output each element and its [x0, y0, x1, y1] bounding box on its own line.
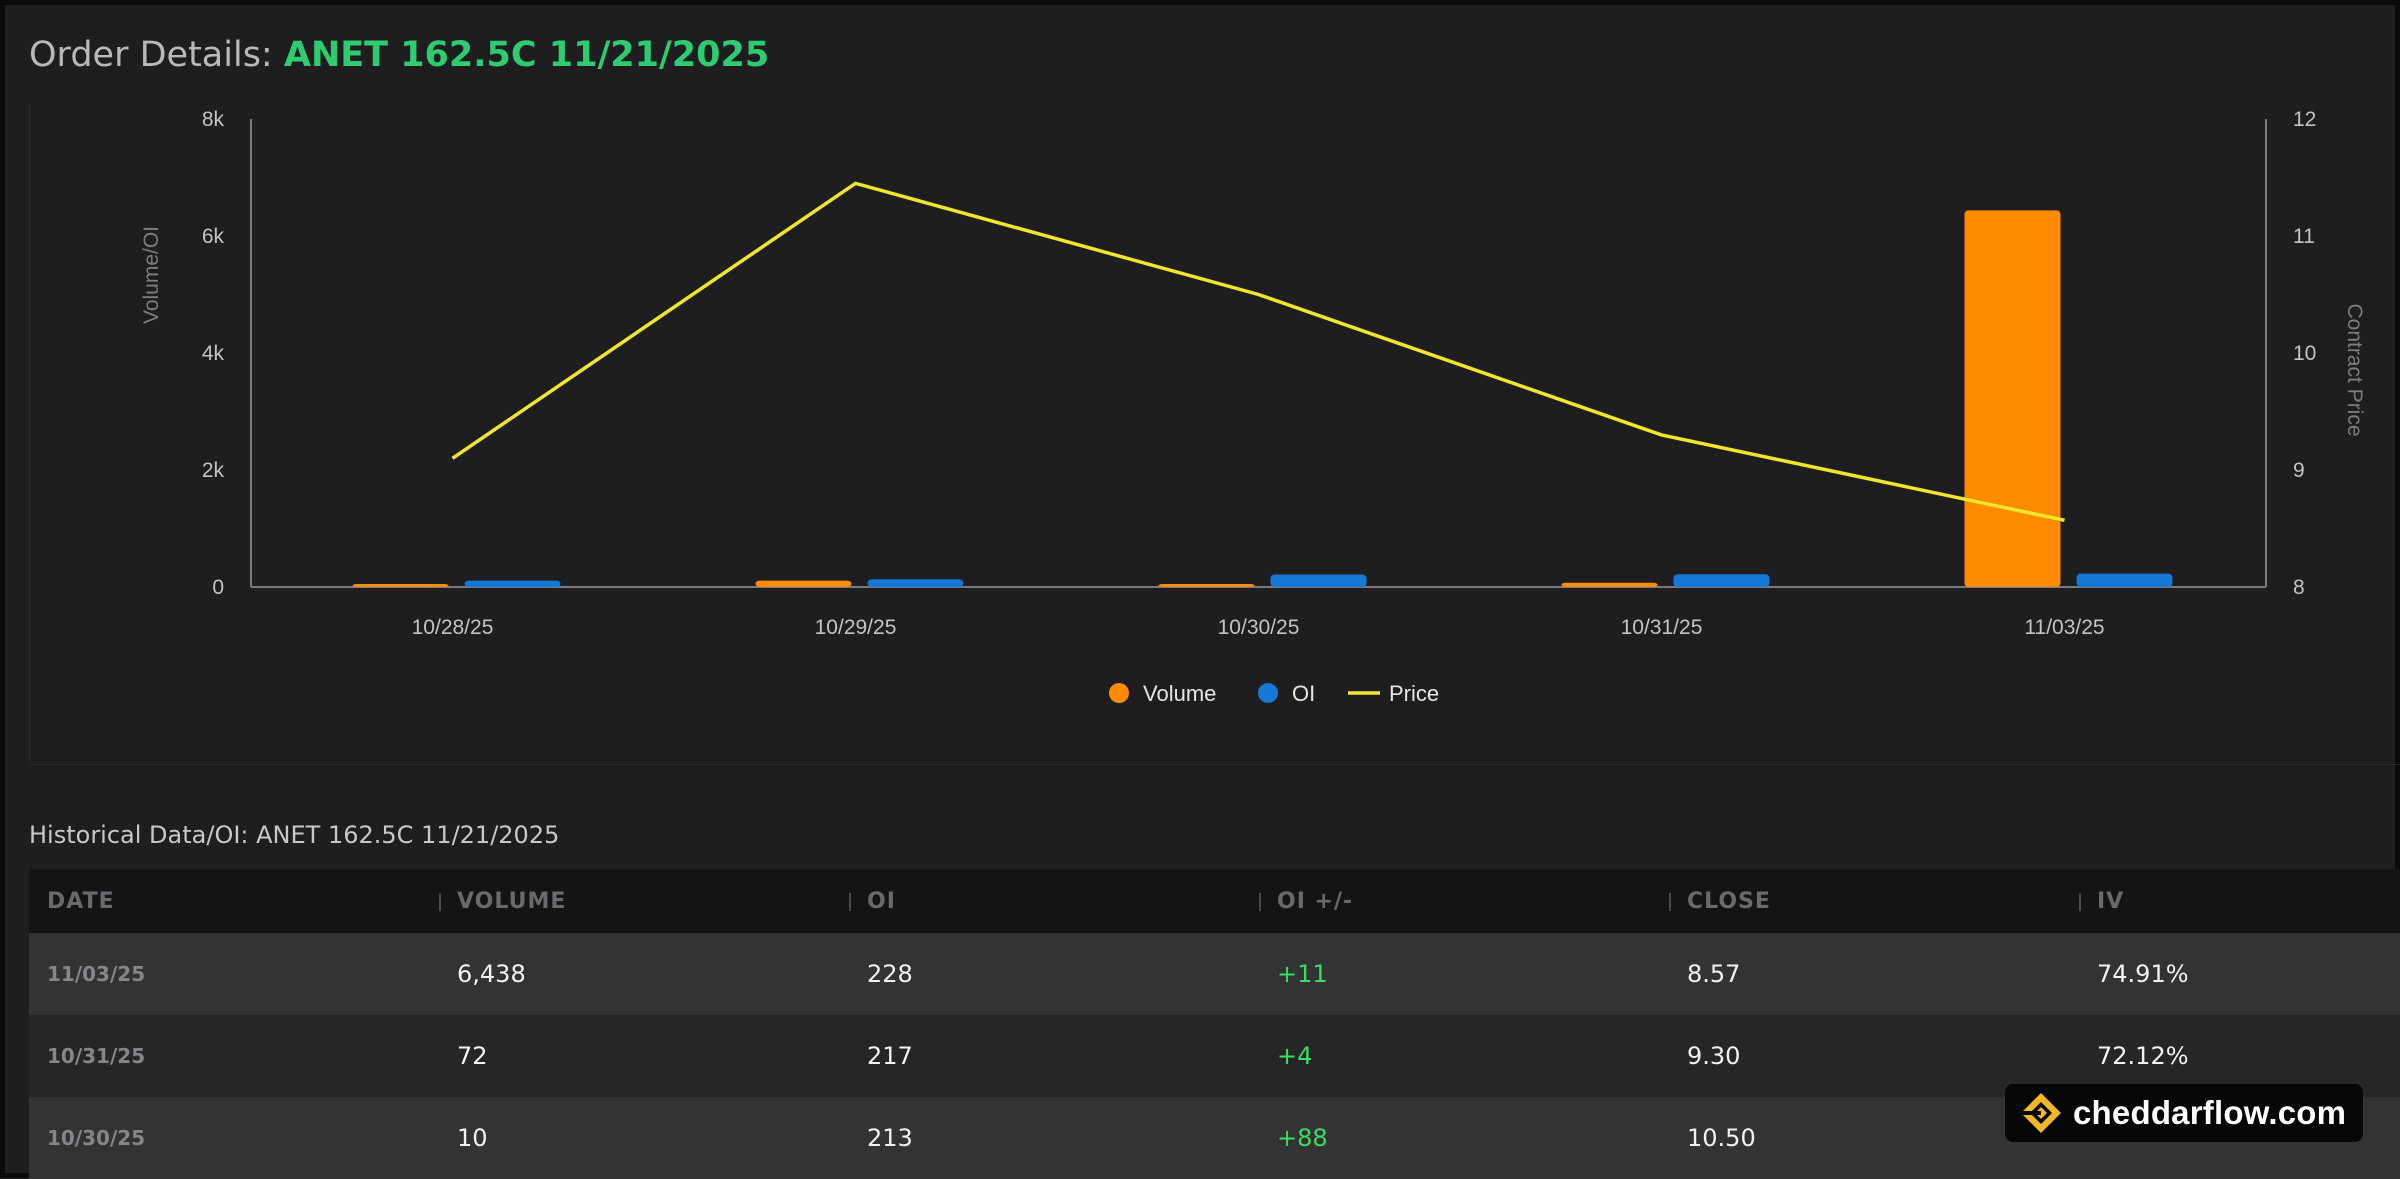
- oi-bar: [1673, 574, 1770, 587]
- column-header-0[interactable]: DATE: [29, 889, 439, 914]
- y-axis-title: Volume/OI: [140, 226, 163, 324]
- table-cell-oi: 213: [867, 1124, 913, 1152]
- table-cell-date: 11/03/25: [47, 962, 146, 986]
- table-cell-volume: 72: [457, 1042, 488, 1070]
- table-cell-oi-: +11: [1277, 960, 1328, 988]
- legend-price-label: Price: [1389, 681, 1439, 706]
- y2-tick-label: 8: [2293, 576, 2305, 599]
- historical-data-title: Historical Data/OI: ANET 162.5C 11/21/20…: [29, 821, 560, 849]
- column-separator: [849, 892, 851, 911]
- column-header-label: IV: [2097, 888, 2125, 914]
- column-header-1[interactable]: VOLUME: [439, 889, 849, 914]
- oi-bar: [867, 579, 964, 587]
- table-row[interactable]: 10/30/25 10 213 +88 10.50: [29, 1097, 2400, 1179]
- chart-card: 0 2k 4k 6k 8k 8 9 10 11 12 Volume/OI Contract Price…: [29, 105, 2400, 765]
- legend-volume-label: Volume: [1143, 681, 1216, 706]
- column-separator: [1669, 892, 1671, 911]
- title-label: Order Details:: [29, 35, 273, 75]
- cheddarflow-logo-icon: [2021, 1093, 2061, 1133]
- column-header-label: CLOSE: [1687, 888, 1771, 914]
- column-header-3[interactable]: OI +/-: [1259, 889, 1669, 914]
- table-cell-oi-: +4: [1277, 1042, 1313, 1070]
- table-cell-date: 10/30/25: [47, 1126, 146, 1150]
- oi-bar: [1270, 574, 1367, 587]
- volume-bar: [352, 584, 449, 587]
- column-separator: [439, 892, 441, 911]
- table-cell-volume: 6,438: [457, 960, 526, 988]
- y-tick-label: 4k: [202, 342, 225, 365]
- table-cell-close: 9.30: [1687, 1042, 1741, 1070]
- table-cell-oi: 228: [867, 960, 913, 988]
- y2-tick-label: 9: [2293, 459, 2305, 482]
- x-tick-label: 10/28/25: [412, 616, 494, 639]
- table-row[interactable]: 11/03/25 6,438 228 +11 8.57 74.91%: [29, 933, 2400, 1015]
- legend-oi-label: OI: [1292, 681, 1315, 706]
- volume-bar: [1964, 210, 2061, 587]
- column-separator: [2079, 892, 2081, 911]
- table-header-row: DATE VOLUME OI OI +/- CLOSE IV: [29, 869, 2400, 933]
- volume-bar: [755, 580, 852, 587]
- historical-data-table: DATE VOLUME OI OI +/- CLOSE IV 11/03/25 6,438 2…: [29, 869, 2400, 1179]
- table-cell-oi: 217: [867, 1042, 913, 1070]
- column-separator: [1259, 892, 1261, 911]
- table-cell-iv: 72.12%: [2097, 1042, 2189, 1070]
- table-cell-oi-: +88: [1277, 1124, 1328, 1152]
- table-cell-date: 10/31/25: [47, 1044, 146, 1068]
- y-tick-label: 8k: [202, 108, 225, 131]
- y-tick-label: 0: [212, 576, 224, 599]
- price-line: [451, 181, 2065, 523]
- table-cell-iv: 74.91%: [2097, 960, 2189, 988]
- column-header-label: DATE: [47, 888, 115, 914]
- x-tick-label: 11/03/25: [2024, 616, 2104, 639]
- oi-bar: [464, 580, 561, 587]
- brand-name: cheddarflow.com: [2073, 1094, 2347, 1131]
- legend-oi-marker: [1258, 683, 1278, 703]
- x-tick-label: 10/29/25: [815, 616, 897, 639]
- contract-symbol: ANET 162.5C 11/21/2025: [283, 35, 770, 75]
- volume-bar: [1561, 582, 1658, 587]
- y2-tick-label: 11: [2293, 225, 2315, 248]
- column-header-4[interactable]: CLOSE: [1669, 889, 2079, 914]
- table-cell-close: 10.50: [1687, 1124, 1756, 1152]
- table-row[interactable]: 10/31/25 72 217 +4 9.30 72.12%: [29, 1015, 2400, 1097]
- column-header-label: OI +/-: [1277, 888, 1354, 914]
- volume-oi-price-chart: 0 2k 4k 6k 8k 8 9 10 11 12 Volume/OI Contract Price…: [140, 108, 2366, 706]
- column-header-label: VOLUME: [457, 888, 567, 914]
- table-cell-close: 8.57: [1687, 960, 1741, 988]
- y-tick-label: 2k: [202, 459, 225, 482]
- x-tick-label: 10/30/25: [1218, 616, 1300, 639]
- table-body: 11/03/25 6,438 228 +11 8.57 74.91% 10/31/25 72 2…: [29, 933, 2400, 1179]
- y2-axis-title: Contract Price: [2343, 303, 2366, 436]
- column-header-label: OI: [867, 888, 896, 914]
- legend-volume-marker: [1109, 683, 1129, 703]
- x-tick-label: 10/31/25: [1621, 616, 1703, 639]
- column-header-5[interactable]: IV: [2079, 889, 2400, 914]
- page-title: Order Details: ANET 162.5C 11/21/2025: [29, 35, 769, 75]
- y-tick-label: 6k: [202, 225, 225, 248]
- y2-tick-label: 10: [2293, 342, 2316, 365]
- volume-bar: [1158, 584, 1255, 587]
- table-cell-volume: 10: [457, 1124, 488, 1152]
- oi-bar: [2076, 573, 2173, 587]
- brand-watermark: cheddarflow.com: [2005, 1084, 2363, 1142]
- y2-tick-label: 12: [2293, 108, 2316, 131]
- column-header-2[interactable]: OI: [849, 889, 1259, 914]
